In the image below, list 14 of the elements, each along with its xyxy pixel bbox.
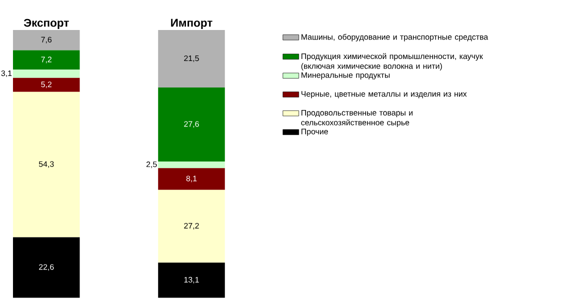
- x-tick-label: Импорт: [171, 18, 212, 29]
- x-tick-label: Экспорт: [24, 18, 69, 29]
- bar: [158, 262, 225, 298]
- bar: [158, 168, 225, 190]
- bar: [12, 30, 80, 50]
- bar: [158, 161, 225, 168]
- bar: [12, 92, 80, 238]
- bar: [12, 237, 80, 298]
- bar: [12, 70, 80, 78]
- bar: [158, 190, 225, 263]
- bar: [12, 50, 80, 70]
- bar: [158, 30, 225, 88]
- bar: [12, 78, 80, 92]
- bar: [158, 87, 225, 162]
